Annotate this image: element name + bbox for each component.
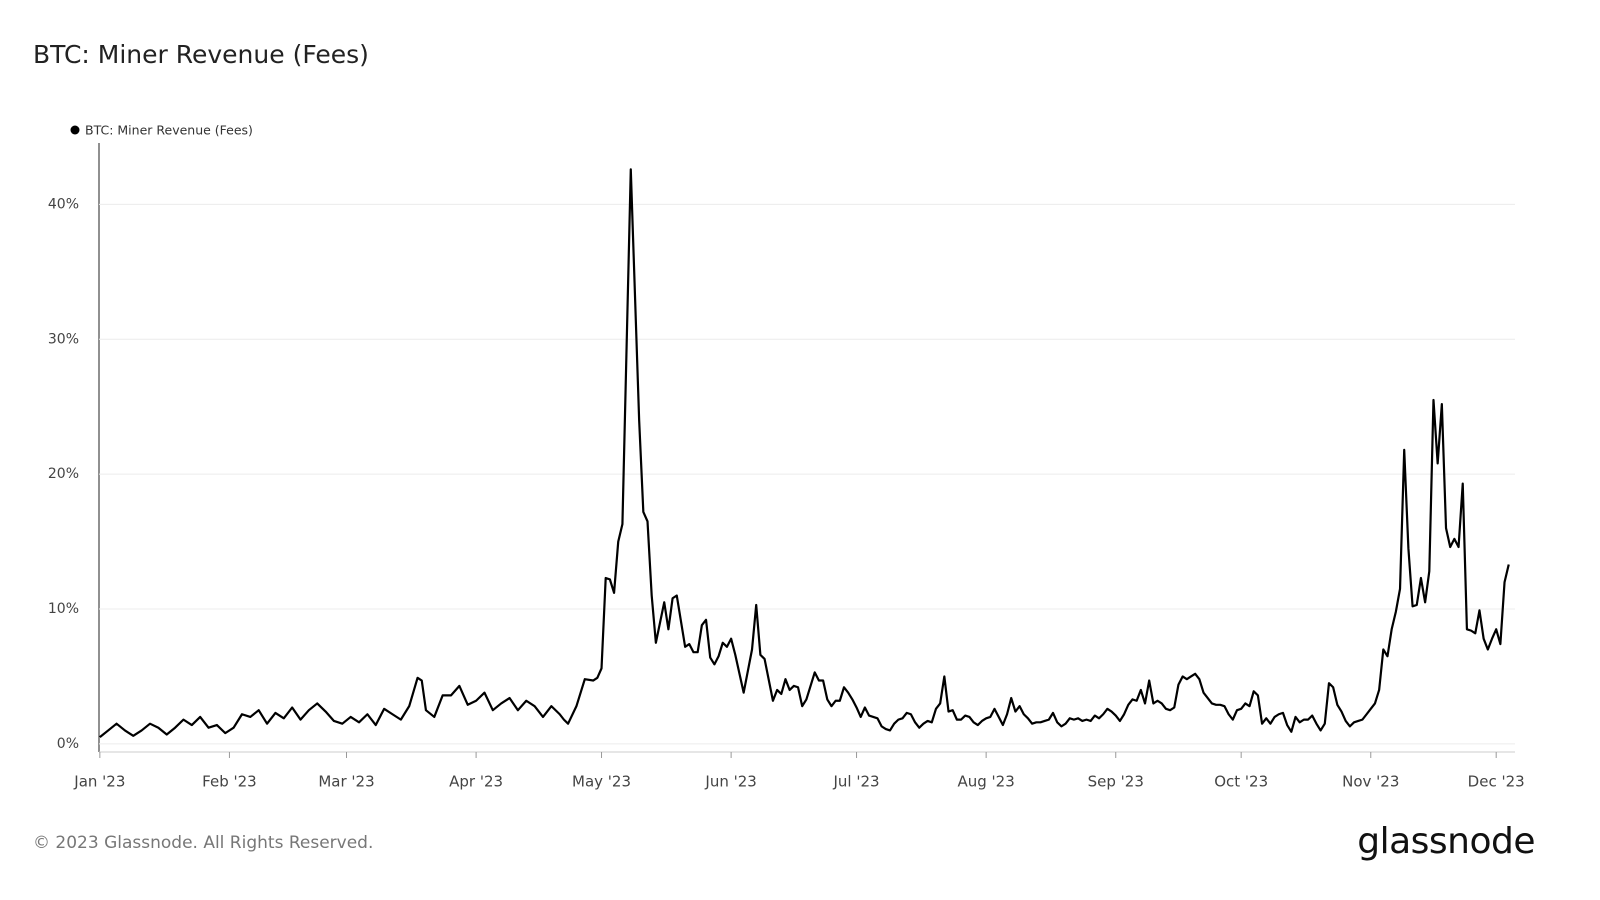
x-tick-label: Nov '23 — [1342, 773, 1399, 791]
legend-label[interactable]: BTC: Miner Revenue (Fees) — [85, 123, 253, 138]
logo: glassnode — [1357, 821, 1535, 862]
x-tick-label: Mar '23 — [318, 773, 374, 791]
x-tick-label: May '23 — [572, 773, 631, 791]
legend-marker — [70, 125, 80, 135]
y-tick-label: 0% — [57, 736, 79, 752]
x-tick-label: Feb '23 — [202, 773, 257, 791]
chart-title: BTC: Miner Revenue (Fees) — [33, 40, 369, 69]
x-tick-label: Sep '23 — [1088, 773, 1144, 791]
y-tick-label: 20% — [48, 466, 79, 482]
x-tick-label: Jun '23 — [704, 773, 756, 791]
line-series — [99, 168, 1510, 739]
x-tick-label: Apr '23 — [449, 773, 503, 791]
x-tick-label: Dec '23 — [1468, 773, 1525, 791]
y-tick-label: 30% — [48, 331, 79, 347]
y-tick-label: 10% — [48, 601, 79, 617]
x-tick-label: Aug '23 — [958, 773, 1015, 791]
x-tick-label: Jul '23 — [833, 773, 880, 791]
x-tick-label: Oct '23 — [1214, 773, 1268, 791]
copyright: © 2023 Glassnode. All Rights Reserved. — [33, 833, 373, 853]
x-tick-label: Jan '23 — [73, 773, 125, 791]
y-tick-label: 40% — [48, 196, 79, 212]
